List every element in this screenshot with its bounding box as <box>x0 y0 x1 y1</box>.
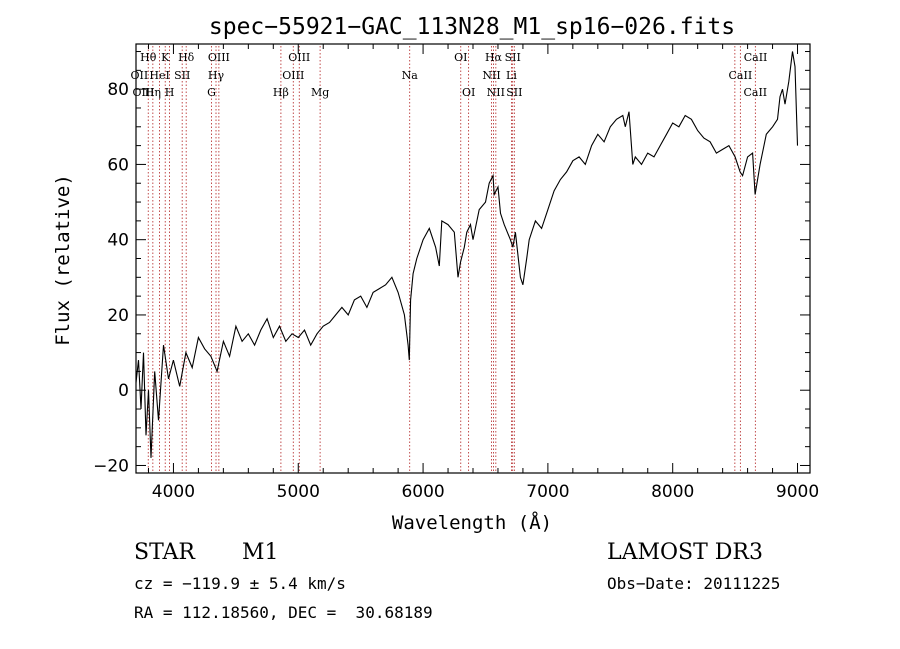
emission-line-label: G <box>207 86 216 99</box>
emission-line-label: OIII <box>282 69 304 82</box>
emission-line-label: OI <box>462 86 475 99</box>
y-tick-label: 40 <box>107 231 129 251</box>
emission-line-label: NII <box>487 86 505 99</box>
y-tick-label: 0 <box>118 381 129 401</box>
emission-line-label: OIII <box>288 51 310 64</box>
object-subclass: M1 <box>242 540 279 565</box>
emission-line-label: Hβ <box>273 86 289 99</box>
x-tick-label: 6000 <box>401 482 444 502</box>
emission-line-label: K <box>161 51 170 64</box>
x-tick-label: 7000 <box>526 482 569 502</box>
emission-line-label: NII <box>482 69 500 82</box>
x-tick-label: 9000 <box>776 482 819 502</box>
emission-line-label: OIII <box>208 51 230 64</box>
object-class: STAR <box>134 540 195 565</box>
emission-line-label: SII <box>505 51 521 64</box>
y-axis-label: Flux (relative) <box>52 174 74 346</box>
emission-line-label: OII <box>131 69 149 82</box>
survey-name: LAMOST DR3 <box>607 540 763 565</box>
emission-line-label: CaII <box>744 51 768 64</box>
y-tick-label: 80 <box>107 80 129 100</box>
y-tick-label: 20 <box>107 306 129 326</box>
emission-line-label: Hα <box>485 51 503 64</box>
emission-line-label: H <box>165 86 175 99</box>
x-tick-label: 4000 <box>152 482 195 502</box>
plot-frame <box>135 43 811 474</box>
x-tick-label: 5000 <box>277 482 320 502</box>
x-axis: 4000 5000 6000 7000 8000 9000 <box>147 44 819 502</box>
coordinates-readout: RA = 112.18560, DEC = 30.68189 <box>134 603 433 622</box>
emission-line-label: CaII <box>729 69 753 82</box>
emission-line-label: Hθ <box>140 51 157 64</box>
velocity-readout: cz = −119.9 ± 5.4 km/s <box>134 574 346 593</box>
spectrum-line <box>135 51 799 458</box>
observation-date: Obs−Date: 20111225 <box>607 574 781 593</box>
emission-line-label: Mg <box>311 86 329 99</box>
y-axis: −20 0 20 40 60 80 <box>93 51 810 476</box>
emission-line-label: SII <box>506 86 522 99</box>
emission-line-label: OI <box>454 51 467 64</box>
y-tick-label: 60 <box>107 155 129 175</box>
emission-line-label: Hη <box>145 86 161 99</box>
emission-line-label: Li <box>506 69 517 82</box>
emission-line-label: Hδ <box>178 51 195 64</box>
x-axis-label: Wavelength (Å) <box>392 511 552 534</box>
emission-line-label: Hγ <box>208 69 225 82</box>
y-tick-label: −20 <box>93 456 129 476</box>
emission-line-markers <box>147 46 756 473</box>
emission-line-label: CaII <box>743 86 767 99</box>
x-tick-label: 8000 <box>651 482 694 502</box>
emission-line-label: HeI <box>149 69 169 82</box>
chart-title: spec−55921−GAC_113N28_M1_sp16−026.fits <box>209 14 735 40</box>
emission-line-label: Na <box>402 69 419 82</box>
emission-line-label: SII <box>174 69 190 82</box>
